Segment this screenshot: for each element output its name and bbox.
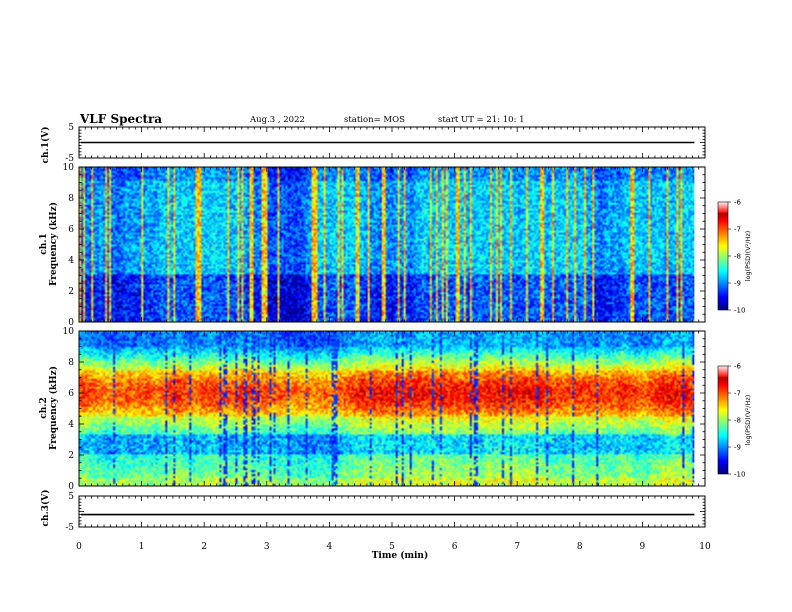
x-tick-label: 0 — [76, 542, 82, 552]
x-tick-label: 2 — [201, 542, 207, 552]
ch2-spectrogram-panel: 0 2 4 6 8 10 -6 -7 -8 -9 -10 — [63, 327, 746, 492]
colorbar-tick-label: -6 — [734, 199, 742, 207]
y-tick-label: 5 — [68, 123, 74, 133]
ch2-colorbar-label: log(PSD)(V²/Hz) — [744, 395, 752, 446]
start-time-label: start UT = 21: 10: 1 — [438, 115, 525, 125]
ch2-ylabel-freq: Frequency (kHz) — [48, 366, 59, 450]
date-label: Aug.3 , 2022 — [249, 115, 305, 125]
y-tick-label: 8 — [68, 194, 74, 204]
y-tick-label: 5 — [68, 492, 74, 502]
y-tick-label: 0 — [68, 482, 74, 492]
x-tick-label: 8 — [577, 542, 583, 552]
ch1-spectrogram-panel: 0 2 4 6 8 10 -6 -7 -8 -9 -10 — [63, 163, 746, 328]
colorbar-tick-label: -9 — [734, 444, 741, 452]
x-tick-label: 5 — [389, 542, 395, 552]
x-axis-label: Time (min) — [372, 550, 429, 561]
x-tick-label: 7 — [514, 542, 520, 552]
colorbar-tick-label: -10 — [734, 307, 745, 315]
ch3-voltage-panel: 5 -5 — [65, 492, 706, 533]
ch1-ylabel-name: ch.1 — [39, 233, 49, 254]
ch1-colorbar-label: log(PSD)(V²/Hz) — [744, 231, 752, 282]
ch1-voltage-ylabel: ch.1(V) — [40, 127, 51, 164]
x-tick-label: 1 — [139, 542, 145, 552]
colorbar-tick-label: -7 — [734, 390, 741, 398]
x-tick-label: 6 — [452, 542, 458, 552]
colorbar-tick-label: -9 — [734, 280, 741, 288]
ch1-colorbar — [718, 202, 728, 310]
ch3-voltage-ylabel: ch.3(V) — [40, 490, 51, 527]
ch1-ylabel-freq: Frequency (kHz) — [48, 202, 59, 286]
colorbar-tick-label: -8 — [734, 417, 741, 425]
y-tick-label: 8 — [68, 358, 74, 368]
ch2-ylabel-name: ch.2 — [39, 397, 49, 418]
y-tick-label: 4 — [68, 256, 74, 266]
y-tick-label: 10 — [63, 327, 75, 337]
x-tick-label: 10 — [699, 542, 711, 552]
colorbar-tick-label: -7 — [734, 226, 741, 234]
ch1-spectrogram-image — [79, 167, 695, 322]
y-tick-label: -5 — [65, 523, 74, 533]
y-tick-label: 6 — [68, 225, 74, 235]
y-tick-label: 2 — [68, 451, 74, 461]
y-tick-label: 4 — [68, 420, 74, 430]
colorbar-tick-label: -10 — [734, 471, 745, 479]
axes-group: 5-50246810-6-7-8-9-100246810-6-7-8-9-105… — [63, 123, 746, 552]
colorbar-tick-label: -8 — [734, 253, 741, 261]
y-tick-label: 6 — [68, 389, 74, 399]
colorbar-tick-label: -6 — [734, 363, 742, 371]
y-tick-label: 2 — [68, 287, 74, 297]
y-tick-label: 0 — [68, 318, 74, 328]
ch1-voltage-panel: 5 -5 — [65, 123, 706, 164]
x-tick-label: 3 — [264, 542, 270, 552]
ch2-spectrogram-image — [79, 331, 695, 486]
y-tick-label: 10 — [63, 163, 75, 173]
y-tick-label: -5 — [65, 154, 74, 164]
station-label: station= MOS — [344, 115, 405, 125]
ch2-colorbar — [718, 366, 728, 474]
figure-title: VLF Spectra — [79, 112, 162, 126]
x-tick-label: 9 — [640, 542, 646, 552]
x-tick-label: 4 — [327, 542, 333, 552]
